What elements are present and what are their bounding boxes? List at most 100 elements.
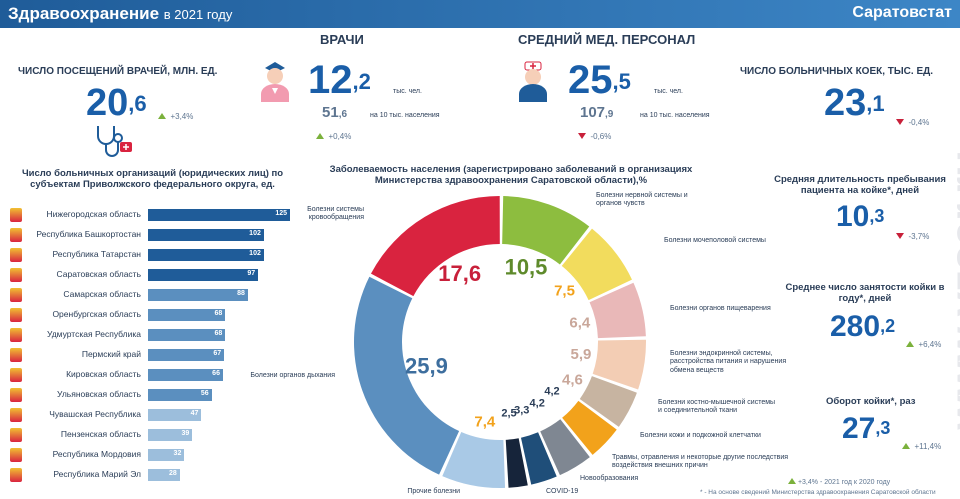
bar-label: Пензенская область [60, 429, 141, 439]
bar: 67 [148, 349, 225, 361]
bar: 102 [148, 229, 264, 241]
bar-label: Республика Татарстан [52, 249, 141, 259]
coat-of-arms-icon [10, 288, 22, 302]
donut-value: 7,4 [474, 414, 496, 431]
bar-label: Чувашская Республика [49, 409, 141, 419]
bar: 66 [148, 369, 223, 381]
coat-of-arms-icon [10, 248, 22, 262]
coat-of-arms-icon [10, 328, 22, 342]
donut-value: 10,5 [505, 254, 548, 279]
bar: 56 [148, 389, 212, 401]
bar-row: Пензенская область 39 [0, 428, 300, 442]
bar-row: Саратовская область 97 [0, 268, 300, 282]
coat-of-arms-icon [10, 308, 22, 322]
doctors-per-value: 51,6 [322, 104, 348, 121]
donut-slice [370, 196, 500, 297]
donut-value: 17,6 [438, 261, 481, 286]
donut-slice [589, 282, 646, 339]
bar-value: 32 [173, 450, 182, 457]
down-arrow-icon [578, 133, 586, 139]
bar: 68 [148, 309, 226, 321]
beds-change: -0,4% [896, 112, 929, 130]
bar-row: Пермский край 67 [0, 348, 300, 362]
occupancy-value: 280,2 [830, 310, 896, 343]
bar-label: Республика Башкортостан [36, 229, 141, 239]
bar-label: Республика Марий Эл [53, 469, 141, 479]
up-arrow-icon [158, 113, 166, 119]
donut-chart: 10,57,56,45,94,64,24,23,32,57,425,917,6 [354, 196, 646, 488]
donut-value: 6,4 [569, 314, 591, 331]
donut-slice [502, 196, 590, 265]
up-arrow-icon [902, 443, 910, 449]
bar-label: Кировская область [66, 369, 141, 379]
donut-slice [562, 400, 617, 455]
bar: 68 [148, 329, 226, 341]
bar: 28 [148, 469, 180, 481]
coat-of-arms-icon [10, 448, 22, 462]
coat-of-arms-icon [10, 228, 22, 242]
header: Здравоохранение в 2021 году Саратовстат [0, 0, 960, 28]
label-circulatory: Болезни системы кровообращения [307, 206, 364, 222]
donut-slice [592, 339, 646, 390]
bar-value: 102 [249, 250, 261, 257]
bar-row: Республика Мордовия 32 [0, 448, 300, 462]
bar: 88 [148, 289, 248, 301]
donut-value: 3,3 [514, 405, 529, 417]
bar: 32 [148, 449, 185, 461]
bar: 102 [148, 249, 264, 261]
bar-row: Удмуртская Республика 68 [0, 328, 300, 342]
label-neoplasms: Новообразования [580, 475, 639, 482]
turnover-label: Оборот койки*, раз [826, 396, 916, 407]
bar-label: Удмуртская Республика [46, 329, 141, 339]
donut-slice [505, 438, 528, 488]
label-urogenital: Болезни мочеполовой системы [664, 237, 766, 244]
donut-slice [579, 376, 637, 427]
bar-value: 56 [200, 390, 209, 397]
occupancy-label: Среднее число занятости койки в году*, д… [785, 282, 945, 304]
bar-value: 68 [214, 330, 223, 337]
donut-slice [520, 432, 557, 485]
turnover-change: +11,4% [902, 436, 941, 454]
bar-label: Пермский край [81, 349, 141, 359]
bar-row: Республика Башкортостан 102 [0, 228, 300, 242]
beds-value: 23,1 [824, 82, 885, 124]
donut-chart-title: Заболеваемость населения (зарегистрирова… [329, 164, 693, 186]
stay-change: -3,7% [896, 226, 929, 244]
label-digestive: Болезни органов пищеварения [670, 305, 771, 312]
donut-value: 5,9 [571, 346, 592, 363]
label-skin: Болезни кожи и подкожной клетчатки [640, 432, 761, 439]
bar-value: 66 [212, 370, 220, 377]
bar-label: Нижегородская область [46, 209, 142, 219]
bar-label: Самарская область [63, 289, 141, 299]
nurses-label: СРЕДНИЙ МЕД. ПЕРСОНАЛ [518, 32, 696, 47]
bar-label: Ульяновская область [57, 389, 141, 399]
coat-of-arms-icon [10, 388, 22, 402]
nurse-icon [519, 61, 547, 102]
coat-of-arms-icon [10, 408, 22, 422]
visits-value: 20,6 [86, 82, 147, 124]
doctors-unit: тыс. чел. [393, 88, 422, 95]
label-musculoskeletal: Болезни костно-мышечной системы и соедин… [658, 399, 776, 415]
bar-value: 68 [214, 310, 223, 317]
bar-row: Республика Татарстан 102 [0, 248, 300, 262]
donut-value: 7,5 [554, 282, 575, 299]
label-other: Прочие болезни [407, 488, 460, 495]
bar-value: 28 [169, 470, 177, 477]
donut-value: 4,6 [562, 371, 583, 388]
bar-row: Ульяновская область 56 [0, 388, 300, 402]
label-respiratory: Болезни органов дыхания [250, 372, 335, 379]
bar-row: Оренбургская область 68 [0, 308, 300, 322]
coat-of-arms-icon [10, 348, 22, 362]
legend-note: +3,4% - 2021 год к 2020 году [788, 478, 890, 486]
bar-value: 102 [249, 230, 261, 237]
footnote: * - На основе сведений Министерства здра… [700, 489, 936, 496]
bar-label: Саратовская область [56, 269, 142, 279]
bar-value: 67 [213, 350, 222, 357]
doctors-change: +0,4% [316, 126, 351, 144]
beds-label: ЧИСЛО БОЛЬНИЧНЫХ КОЕК, тыс. ед. [740, 66, 934, 77]
bar-chart-title: Число больничных организаций (юридически… [21, 168, 284, 190]
doctors-label: ВРАЧИ [320, 32, 364, 47]
donut-value: 4,2 [530, 398, 545, 410]
donut-slice [561, 228, 632, 301]
coat-of-arms-icon [10, 208, 22, 222]
